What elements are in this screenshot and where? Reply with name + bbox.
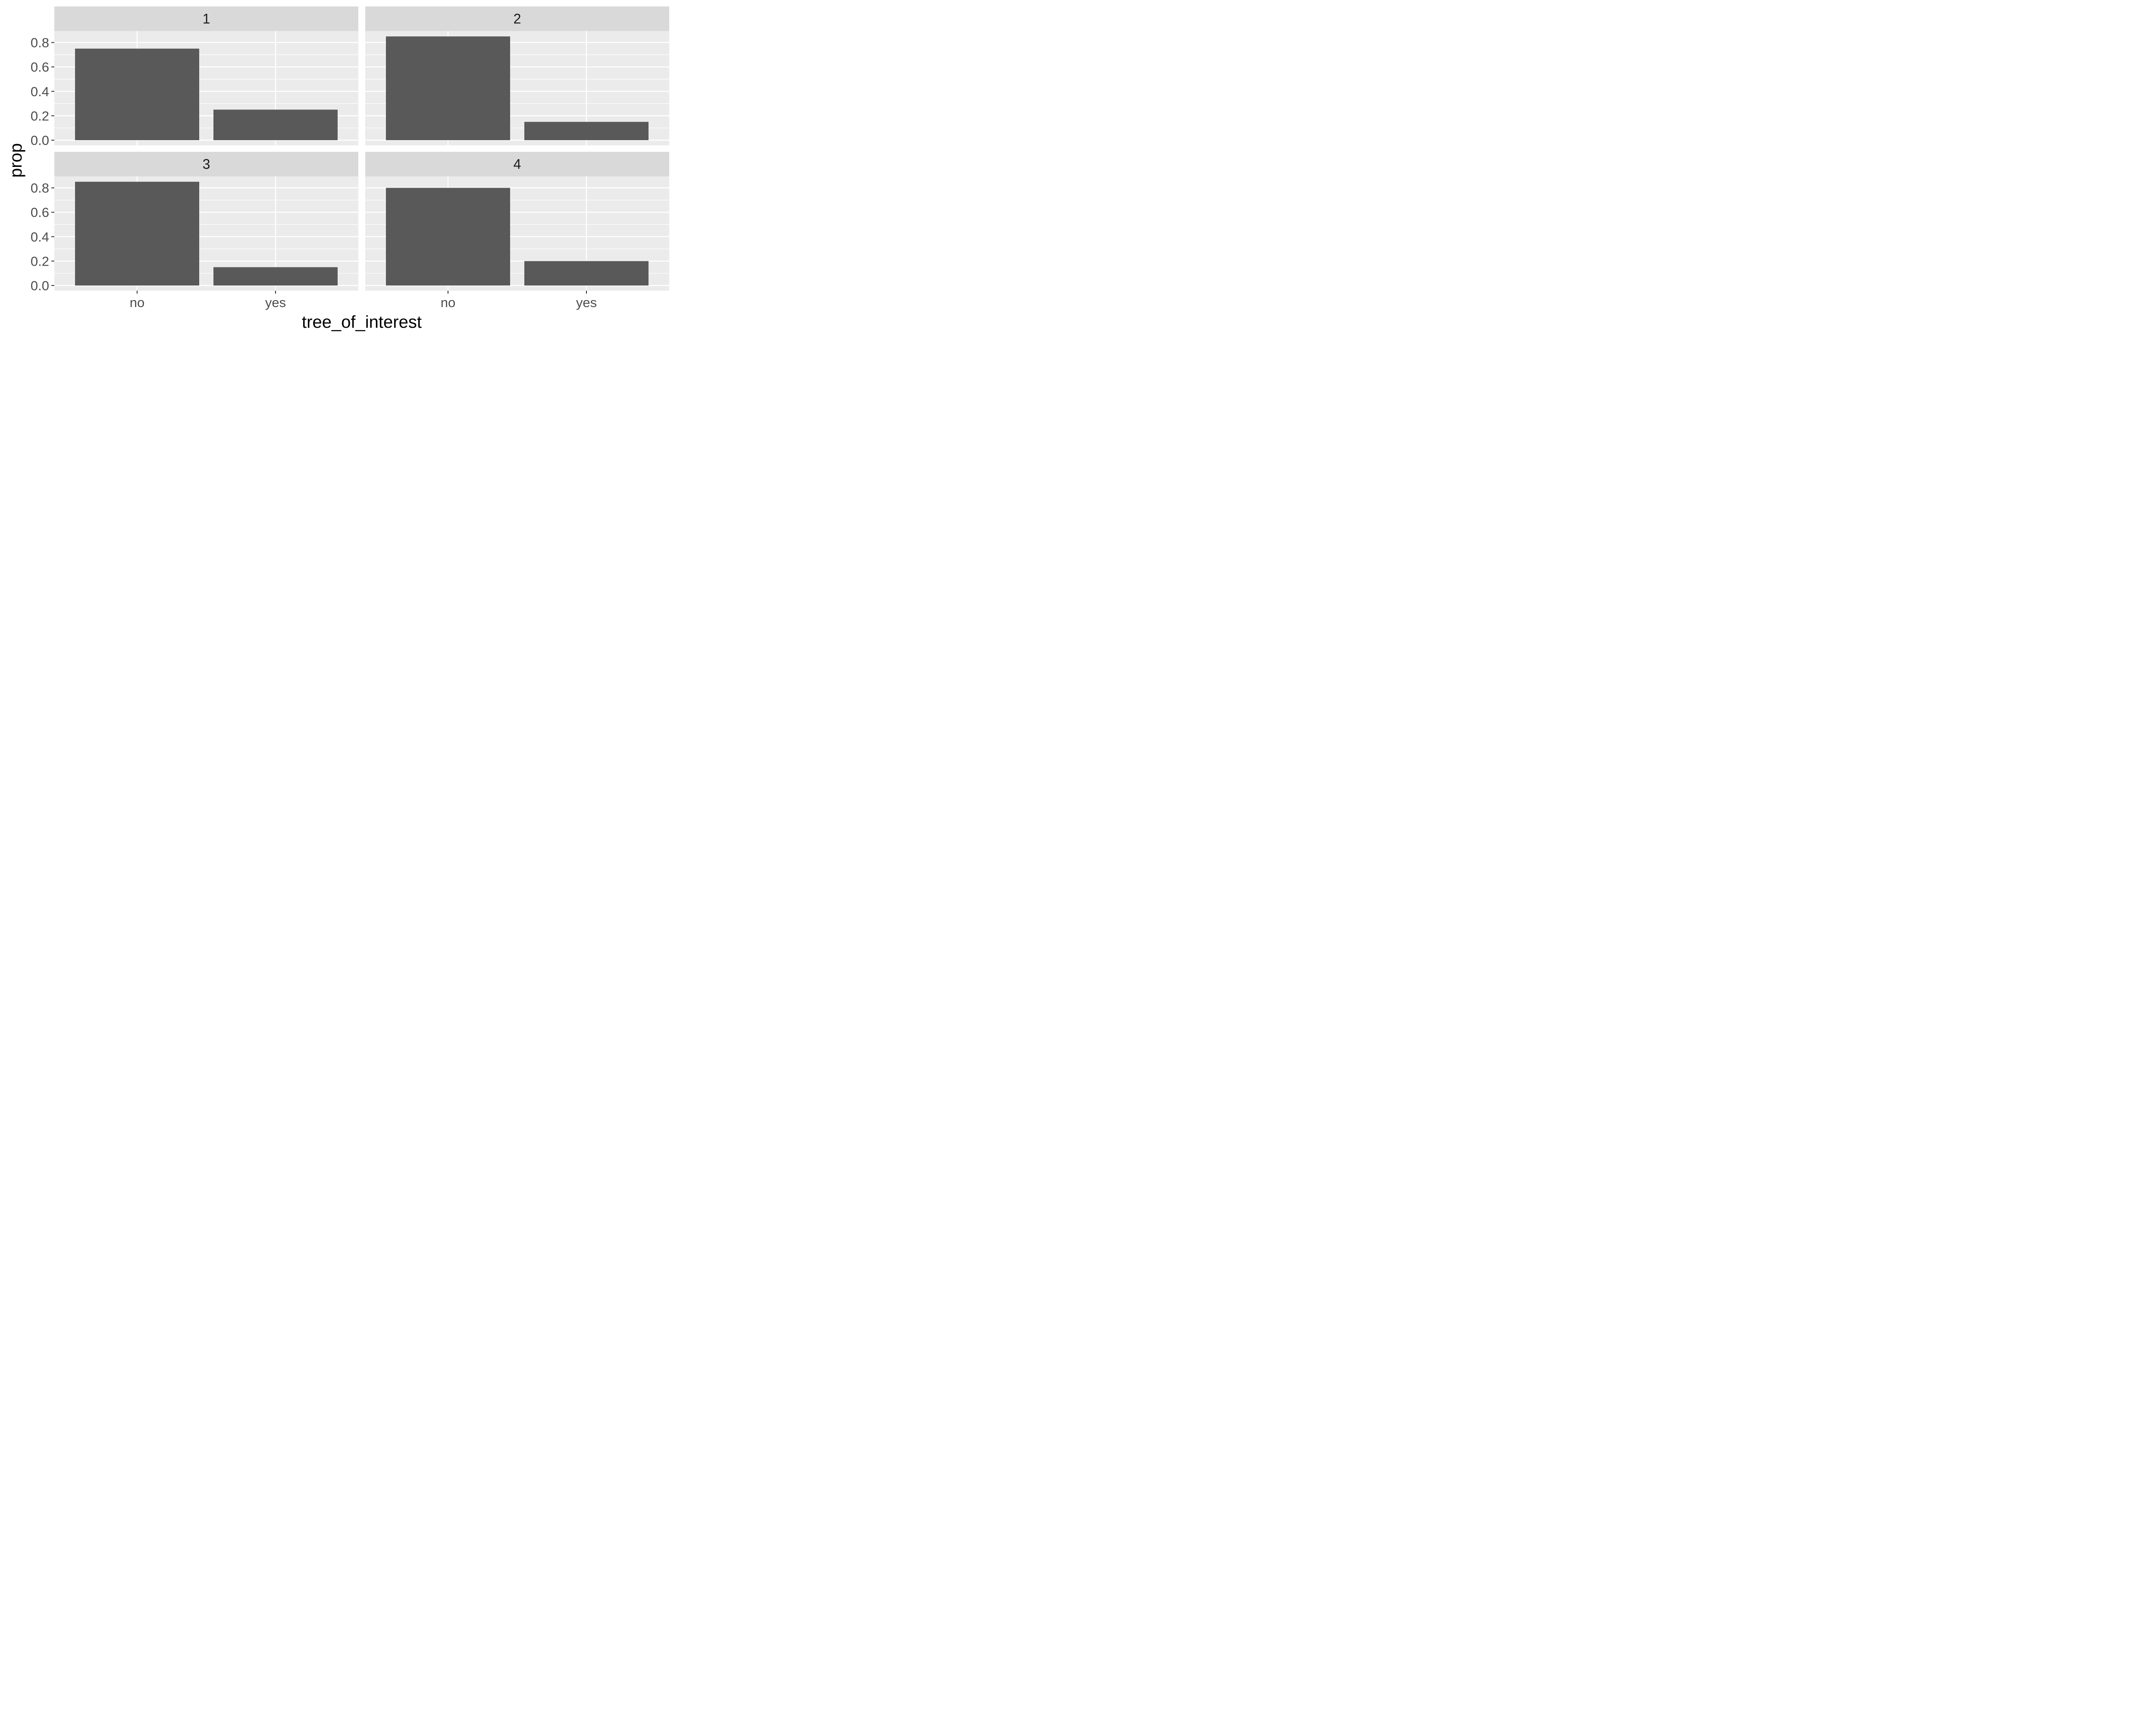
facet-strip — [365, 6, 669, 31]
facet-panel-3: 3 0.0 0.2 0.4 0.6 0.8 no yes — [31, 152, 358, 310]
y-tick-label: 0.2 — [31, 108, 49, 123]
y-tick-label: 0.4 — [31, 229, 49, 245]
facet-panel-1: 1 0.0 0.2 0.4 0.6 0.8 — [31, 6, 358, 148]
bar-yes — [213, 110, 338, 140]
facet-panel-2: 2 — [365, 6, 669, 145]
x-tick-label: no — [441, 295, 455, 310]
y-tick-label: 0.6 — [31, 60, 49, 75]
y-tick-label: 0.0 — [31, 133, 49, 148]
y-tick-label: 0.2 — [31, 254, 49, 269]
bar-yes — [524, 261, 649, 285]
faceted-bar-chart: 1 0.0 0.2 0.4 0.6 0.8 2 3 0.0 0.2 0.4 0.6 0.8 no yes 4 n… — [6, 6, 669, 332]
bar-no — [75, 48, 199, 140]
facet-panel-4: 4 no yes — [365, 152, 669, 310]
facet-panels: 1 0.0 0.2 0.4 0.6 0.8 2 3 0.0 0.2 0.4 0.6 0.8 no yes 4 n… — [31, 6, 669, 310]
bar-no — [75, 182, 199, 285]
bar-yes — [524, 122, 649, 140]
bar-yes — [213, 267, 338, 285]
facet-strip-label: 2 — [514, 11, 521, 27]
facet-strip-label: 4 — [514, 157, 521, 172]
bar-no — [386, 36, 510, 140]
y-tick-label: 0.8 — [31, 181, 49, 196]
y-axis-title: prop — [6, 143, 25, 178]
x-axis-title: tree_of_interest — [302, 313, 422, 332]
x-tick-label: yes — [265, 295, 286, 310]
facet-strip — [365, 152, 669, 176]
y-tick-label: 0.8 — [31, 35, 49, 50]
y-tick-label: 0.0 — [31, 278, 49, 293]
y-tick-label: 0.6 — [31, 205, 49, 220]
y-tick-label: 0.4 — [31, 84, 49, 99]
facet-strip — [54, 6, 358, 31]
facet-strip-label: 3 — [203, 157, 210, 172]
facet-strip-label: 1 — [203, 11, 210, 27]
x-tick-label: yes — [576, 295, 597, 310]
x-tick-label: no — [130, 295, 144, 310]
facet-strip — [54, 152, 358, 176]
bar-no — [386, 188, 510, 285]
